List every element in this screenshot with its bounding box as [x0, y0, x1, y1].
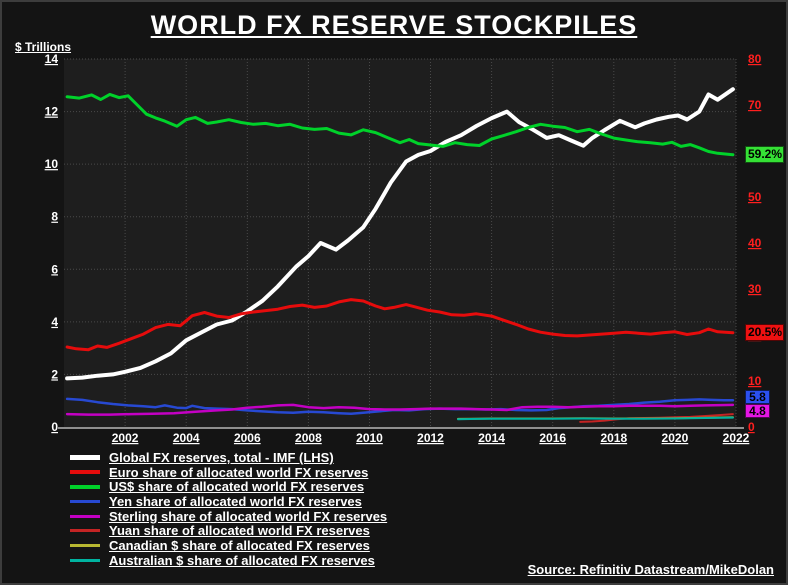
legend-swatch-global: [70, 454, 100, 460]
legend-item-global: Global FX reserves, total - IMF (LHS): [70, 450, 387, 465]
svg-text:2018: 2018: [600, 431, 627, 445]
svg-text:80: 80: [748, 52, 762, 66]
svg-text:2: 2: [51, 367, 58, 381]
legend-item-sterling: Sterling share of allocated world FX res…: [70, 509, 387, 524]
left-axis-ticks: 0 2 4 6 8 10 12 14: [45, 52, 59, 434]
legend-label-global: Global FX reserves, total - IMF (LHS): [109, 449, 334, 465]
svg-text:2006: 2006: [234, 431, 261, 445]
svg-text:2020: 2020: [662, 431, 689, 445]
legend-item-aud: Australian $ share of allocated FX reser…: [70, 553, 387, 568]
x-axis-ticks: 2002 2004 2006 2008 2010 2012 2014 2016 2018 2020…: [112, 431, 750, 445]
legend-label-aud: Australian $ share of allocated FX reser…: [109, 552, 375, 568]
legend-swatch-usd: [70, 484, 100, 489]
series-aud: [457, 416, 734, 421]
gridlines: [64, 58, 737, 427]
left-axis-title: $ Trillions: [15, 40, 72, 54]
svg-text:10: 10: [748, 374, 762, 388]
series-usd: [65, 92, 735, 157]
svg-text:30: 30: [748, 282, 762, 296]
series-euro: [65, 298, 735, 352]
svg-text:14: 14: [45, 52, 59, 66]
end-label-48: 4.8: [745, 404, 770, 418]
svg-text:0: 0: [748, 420, 755, 434]
legend-item-usd: US$ share of allocated world FX reserves: [70, 479, 387, 494]
end-label-58: 5.8: [745, 390, 770, 404]
legend-label-euro: Euro share of allocated world FX reserve…: [109, 464, 369, 480]
end-label-592: 59.2%: [745, 146, 784, 163]
legend-swatch-yuan: [70, 529, 100, 533]
svg-text:2012: 2012: [417, 431, 444, 445]
legend-swatch-euro: [70, 470, 100, 475]
legend-label-yen: Yen share of allocated world FX reserves: [109, 493, 362, 509]
svg-text:10: 10: [45, 157, 59, 171]
legend-label-sterling: Sterling share of allocated world FX res…: [109, 508, 388, 524]
svg-text:2016: 2016: [539, 431, 566, 445]
svg-text:8: 8: [51, 210, 58, 224]
plot-area: [64, 59, 736, 427]
legend-swatch-sterling: [70, 514, 100, 518]
right-axis-ticks: 01020304050607080: [748, 52, 762, 434]
legend-item-yen: Yen share of allocated world FX reserves: [70, 494, 387, 509]
svg-text:50: 50: [748, 190, 762, 204]
legend-label-yuan: Yuan share of allocated world FX reserve…: [109, 523, 370, 539]
end-label-205: 20.5%: [745, 324, 784, 341]
svg-text:70: 70: [748, 98, 762, 112]
svg-text:0: 0: [51, 420, 58, 434]
svg-text:2008: 2008: [295, 431, 322, 445]
svg-text:6: 6: [51, 262, 58, 276]
source-credit: Source: Refinitiv Datastream/MikeDolan: [527, 562, 774, 577]
svg-text:2004: 2004: [173, 431, 200, 445]
legend-swatch-cad: [70, 543, 100, 547]
svg-text:2014: 2014: [478, 431, 505, 445]
legend-swatch-yen: [70, 499, 100, 503]
svg-text:2010: 2010: [356, 431, 383, 445]
legend: Global FX reserves, total - IMF (LHS) Eur…: [70, 450, 387, 568]
svg-text:4: 4: [51, 315, 58, 329]
svg-text:12: 12: [45, 105, 59, 119]
legend-item-cad: Canadian $ share of allocated FX reserve…: [70, 538, 387, 553]
legend-swatch-aud: [70, 558, 100, 562]
legend-item-euro: Euro share of allocated world FX reserve…: [70, 465, 387, 480]
chart-title: WORLD FX RESERVE STOCKPILES: [150, 10, 638, 40]
legend-label-cad: Canadian $ share of allocated FX reserve…: [109, 537, 370, 553]
legend-label-usd: US$ share of allocated world FX reserves: [109, 479, 365, 495]
svg-text:2002: 2002: [112, 431, 139, 445]
legend-item-yuan: Yuan share of allocated world FX reserve…: [70, 523, 387, 538]
series-global: [65, 87, 735, 381]
svg-text:40: 40: [748, 236, 762, 250]
svg-text:2022: 2022: [723, 431, 750, 445]
series-sterling: [65, 403, 735, 416]
